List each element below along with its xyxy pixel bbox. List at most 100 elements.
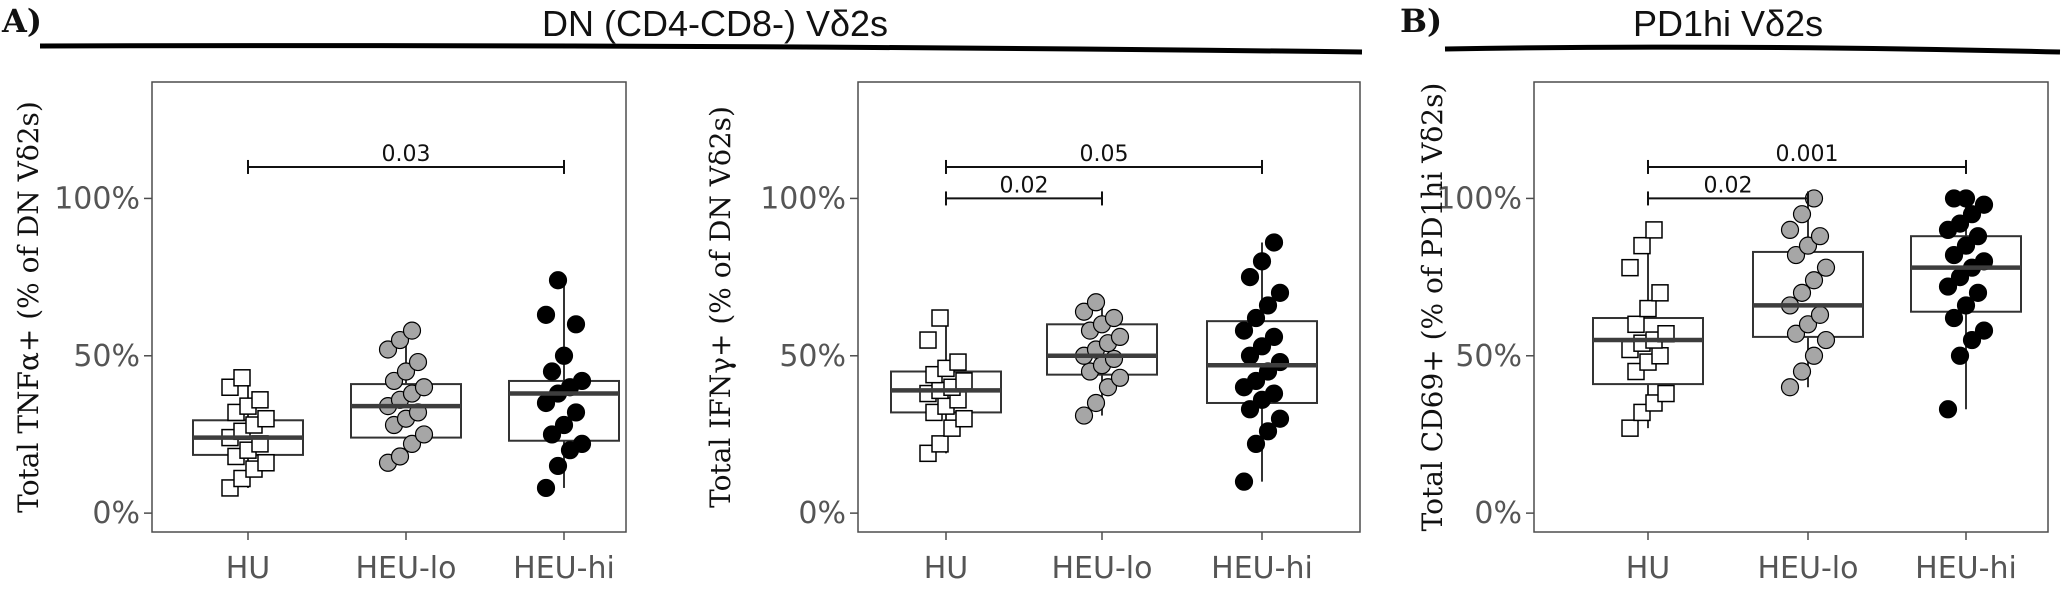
y-axis-label: Total CD69+ (% of PD1hi Vδ2s): [1416, 83, 1449, 532]
data-point: [949, 353, 967, 371]
data-point: [1246, 434, 1266, 453]
data-point: [1264, 327, 1284, 346]
data-point: [1786, 245, 1806, 265]
data-point: [1240, 400, 1260, 419]
data-point: [1098, 378, 1118, 397]
data-point: [955, 409, 973, 428]
x-tick-label: HEU-lo: [356, 551, 457, 586]
p-value-label: 0.03: [382, 142, 431, 167]
data-point: [1258, 296, 1278, 315]
data-point: [542, 362, 562, 381]
data-point: [572, 371, 592, 391]
data-point: [384, 371, 404, 391]
data-point: [572, 434, 592, 453]
panel-a-header-rule: [39, 43, 1363, 55]
data-point: [1627, 315, 1645, 334]
data-point: [1792, 283, 1812, 302]
plot-panel: [857, 81, 1361, 533]
data-point: [1804, 271, 1824, 290]
data-point: [1264, 384, 1284, 403]
data-point: [1074, 406, 1094, 425]
data-point: [402, 434, 422, 453]
data-point: [542, 425, 562, 444]
data-point: [1816, 258, 1836, 277]
panel-a-letter: A): [1, 2, 42, 40]
data-point: [257, 454, 275, 472]
data-point: [1938, 400, 1958, 419]
data-point: [1804, 346, 1824, 365]
data-point: [554, 415, 574, 435]
data-point: [414, 378, 434, 397]
data-point: [1621, 419, 1639, 437]
y-tick-label: 50%: [779, 339, 846, 374]
y-axis-label: Total TNFα+ (% of DN Vδ2s): [12, 101, 45, 513]
data-point: [1270, 283, 1290, 302]
data-point: [1074, 302, 1094, 321]
data-point: [1944, 245, 1964, 265]
data-point: [1956, 296, 1976, 315]
data-point: [1270, 409, 1290, 428]
data-point: [536, 478, 556, 498]
data-point: [1645, 221, 1663, 239]
data-point: [1258, 422, 1278, 441]
data-point: [1792, 205, 1812, 224]
data-point: [1968, 283, 1988, 302]
y-tick-label: 0%: [92, 496, 140, 531]
data-point: [1086, 293, 1106, 312]
data-point: [1792, 362, 1812, 381]
plot-panel: [1533, 81, 2049, 533]
y-tick-label: 100%: [1436, 181, 1522, 216]
data-point: [396, 362, 416, 381]
data-point: [1246, 371, 1266, 391]
panel-a-title: DN (CD4-CD8-) Vδ2s: [542, 3, 888, 44]
data-point: [1104, 308, 1124, 328]
y-tick-label: 50%: [73, 339, 140, 374]
data-point: [233, 369, 251, 387]
data-point: [554, 346, 574, 365]
data-point: [378, 340, 398, 359]
data-point: [1780, 220, 1800, 240]
x-tick-label: HEU-hi: [513, 551, 615, 586]
data-point: [1234, 472, 1254, 491]
data-point: [1240, 268, 1260, 287]
data-point: [536, 305, 556, 324]
data-point: [390, 447, 410, 466]
panel-b-letter: B): [1400, 2, 1442, 40]
data-point: [955, 372, 973, 390]
data-point: [1252, 337, 1272, 356]
data-point: [919, 331, 937, 349]
data-point: [566, 315, 586, 334]
x-tick-label: HEU-hi: [1211, 551, 1313, 586]
y-tick-label: 100%: [760, 181, 846, 216]
data-point: [1110, 327, 1130, 346]
data-point: [1270, 352, 1290, 372]
data-point: [1962, 330, 1982, 350]
data-point: [1252, 252, 1272, 271]
data-point: [1950, 346, 1970, 365]
data-point: [1786, 324, 1806, 343]
data-point: [1780, 378, 1800, 397]
data-point: [931, 309, 949, 327]
y-axis-label: Total IFNγ+ (% of DN Vδ2s): [704, 106, 737, 508]
p-value-label: 0.001: [1776, 142, 1839, 167]
data-point: [1234, 321, 1254, 340]
chart-cd69: 0% 50% 100%Total CD69+ (% of PD1hi Vδ2s) HU…: [1416, 81, 2049, 586]
panel-b-header-rule: [1444, 44, 2061, 55]
data-point: [390, 330, 410, 350]
p-value-label: 0.05: [1080, 142, 1129, 167]
data-point: [1246, 308, 1266, 328]
data-point: [1110, 368, 1130, 387]
box: [1206, 320, 1318, 404]
p-value-label: 0.02: [1704, 173, 1753, 198]
data-point: [1810, 227, 1830, 246]
plot-panel: [151, 81, 627, 533]
data-point: [1938, 277, 1958, 296]
data-point: [1264, 233, 1284, 252]
data-point: [1816, 330, 1836, 350]
data-point: [414, 425, 434, 444]
y-tick-label: 50%: [1455, 339, 1522, 374]
x-tick-label: HEU-lo: [1052, 551, 1153, 586]
y-tick-label: 0%: [1474, 496, 1522, 531]
data-point: [1621, 258, 1639, 277]
